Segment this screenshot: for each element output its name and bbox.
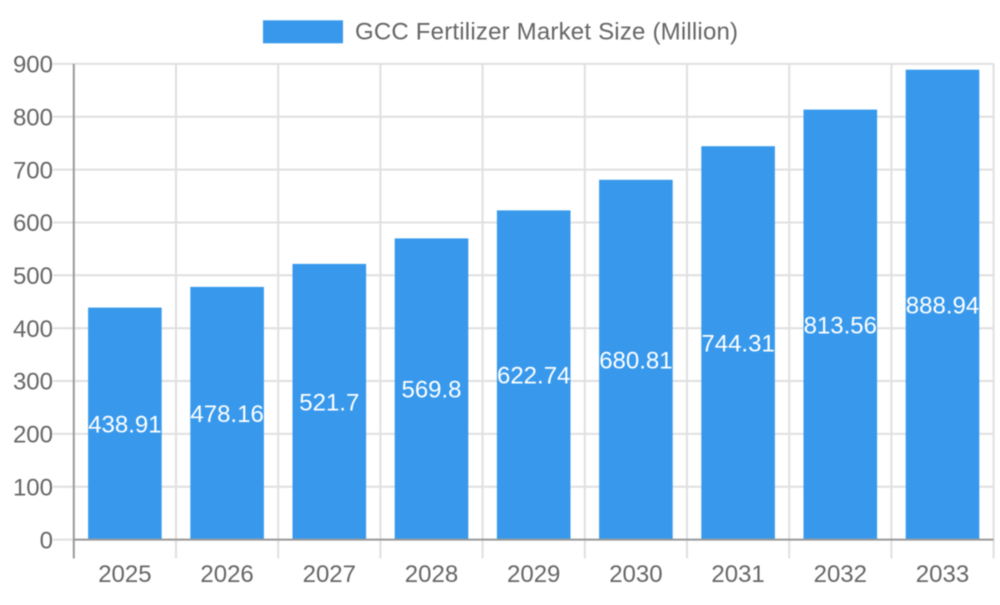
svg-text:2029: 2029 [507,561,560,588]
svg-text:2026: 2026 [200,561,253,588]
svg-text:2031: 2031 [711,561,764,588]
svg-text:813.56: 813.56 [804,312,877,339]
svg-text:200: 200 [13,422,53,449]
svg-text:600: 600 [13,210,53,237]
svg-text:622.74: 622.74 [497,363,570,390]
svg-text:0: 0 [40,527,53,554]
svg-text:744.31: 744.31 [701,331,774,358]
svg-text:2028: 2028 [405,561,458,588]
svg-text:2025: 2025 [98,561,151,588]
svg-text:569.8: 569.8 [401,377,461,404]
svg-text:100: 100 [13,474,53,501]
svg-text:GCC Fertilizer Market Size (Mi: GCC Fertilizer Market Size (Million) [355,19,738,46]
svg-text:2032: 2032 [814,561,867,588]
svg-text:521.7: 521.7 [299,389,359,416]
svg-text:700: 700 [13,157,53,184]
svg-text:438.91: 438.91 [88,411,161,438]
svg-text:800: 800 [13,105,53,132]
svg-text:300: 300 [13,369,53,396]
svg-text:2033: 2033 [916,561,969,588]
svg-text:400: 400 [13,316,53,343]
svg-text:2030: 2030 [609,561,662,588]
svg-text:2027: 2027 [303,561,356,588]
svg-text:680.81: 680.81 [599,347,672,374]
svg-text:888.94: 888.94 [906,292,979,319]
svg-text:478.16: 478.16 [190,401,263,428]
svg-text:500: 500 [13,263,53,290]
svg-text:900: 900 [13,52,53,79]
